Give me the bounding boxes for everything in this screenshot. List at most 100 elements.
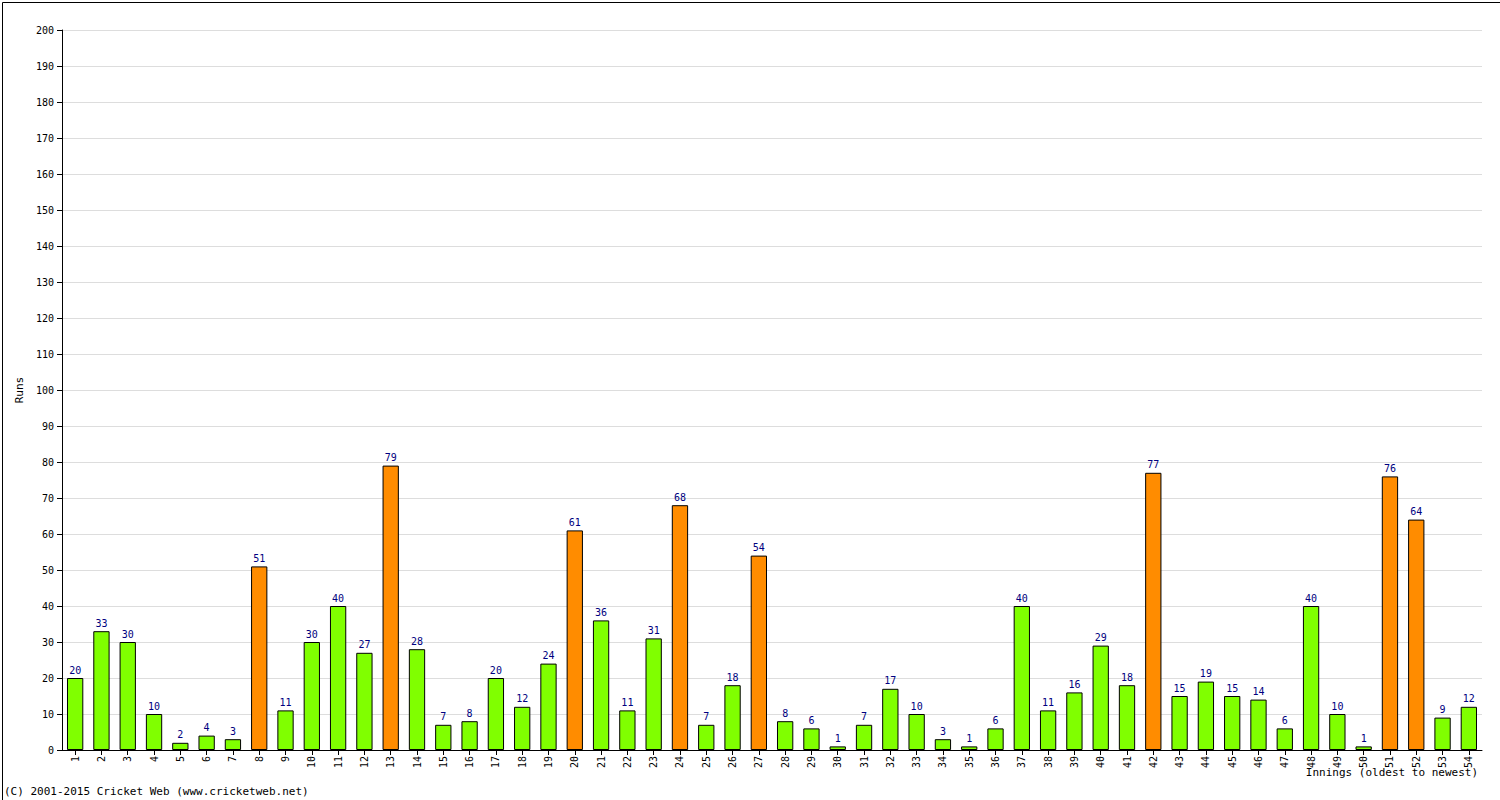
svg-text:27: 27 [358, 639, 370, 650]
svg-text:30: 30 [42, 637, 54, 648]
svg-text:70: 70 [42, 493, 54, 504]
svg-text:53: 53 [1437, 756, 1448, 768]
svg-text:110: 110 [36, 349, 54, 360]
svg-text:40: 40 [1305, 593, 1317, 604]
svg-text:32: 32 [885, 756, 896, 768]
svg-text:45: 45 [1227, 756, 1238, 768]
svg-text:12: 12 [359, 756, 370, 768]
svg-text:40: 40 [1095, 756, 1106, 768]
svg-text:6: 6 [808, 715, 814, 726]
svg-text:31: 31 [859, 756, 870, 768]
svg-text:30: 30 [122, 629, 134, 640]
svg-text:40: 40 [332, 593, 344, 604]
svg-text:36: 36 [990, 756, 1001, 768]
svg-text:36: 36 [595, 607, 607, 618]
svg-text:20: 20 [42, 673, 54, 684]
svg-text:150: 150 [36, 205, 54, 216]
svg-text:8: 8 [254, 756, 265, 762]
svg-text:35: 35 [964, 756, 975, 768]
svg-text:11: 11 [333, 756, 344, 768]
svg-text:100: 100 [36, 385, 54, 396]
svg-text:51: 51 [1384, 756, 1395, 768]
svg-text:48: 48 [1306, 756, 1317, 768]
svg-text:8: 8 [467, 708, 473, 719]
svg-text:7: 7 [703, 711, 709, 722]
svg-text:11: 11 [279, 697, 291, 708]
svg-text:20: 20 [490, 665, 502, 676]
svg-text:40: 40 [42, 601, 54, 612]
svg-text:10: 10 [148, 701, 160, 712]
svg-text:20: 20 [569, 756, 580, 768]
svg-text:15: 15 [1174, 683, 1186, 694]
svg-text:170: 170 [36, 133, 54, 144]
svg-text:10: 10 [306, 756, 317, 768]
svg-text:33: 33 [95, 618, 107, 629]
svg-text:16: 16 [464, 756, 475, 768]
svg-text:76: 76 [1384, 463, 1396, 474]
svg-text:14: 14 [412, 756, 423, 768]
svg-text:160: 160 [36, 169, 54, 180]
svg-text:18: 18 [1121, 672, 1133, 683]
svg-text:9: 9 [1440, 704, 1446, 715]
svg-text:39: 39 [1069, 756, 1080, 768]
svg-text:60: 60 [42, 529, 54, 540]
svg-text:41: 41 [1122, 756, 1133, 768]
svg-text:31: 31 [648, 625, 660, 636]
svg-text:14: 14 [1252, 686, 1264, 697]
svg-text:33: 33 [911, 756, 922, 768]
svg-text:(C) 2001-2015 Cricket Web (www: (C) 2001-2015 Cricket Web (www.cricketwe… [4, 785, 309, 798]
svg-text:9: 9 [280, 756, 291, 762]
svg-text:22: 22 [622, 756, 633, 768]
svg-text:61: 61 [569, 517, 581, 528]
svg-text:18: 18 [517, 756, 528, 768]
svg-text:46: 46 [1253, 756, 1264, 768]
svg-text:2: 2 [96, 756, 107, 762]
svg-text:7: 7 [440, 711, 446, 722]
svg-text:90: 90 [42, 421, 54, 432]
svg-text:6: 6 [201, 756, 212, 762]
svg-text:80: 80 [42, 457, 54, 468]
svg-text:190: 190 [36, 61, 54, 72]
svg-text:34: 34 [937, 756, 948, 768]
svg-text:5: 5 [175, 756, 186, 762]
svg-text:15: 15 [438, 756, 449, 768]
svg-text:52: 52 [1411, 756, 1422, 768]
svg-text:54: 54 [753, 542, 765, 553]
svg-text:28: 28 [411, 636, 423, 647]
svg-text:18: 18 [727, 672, 739, 683]
svg-text:28: 28 [780, 756, 791, 768]
svg-text:30: 30 [832, 756, 843, 768]
svg-text:37: 37 [1016, 756, 1027, 768]
svg-text:6: 6 [993, 715, 999, 726]
svg-text:4: 4 [149, 756, 160, 762]
svg-text:16: 16 [1068, 679, 1080, 690]
svg-text:180: 180 [36, 97, 54, 108]
svg-text:29: 29 [806, 756, 817, 768]
svg-text:44: 44 [1200, 756, 1211, 768]
svg-text:49: 49 [1332, 756, 1343, 768]
svg-text:68: 68 [674, 492, 686, 503]
svg-text:7: 7 [227, 756, 238, 762]
svg-text:24: 24 [542, 650, 554, 661]
svg-text:26: 26 [727, 756, 738, 768]
svg-text:43: 43 [1174, 756, 1185, 768]
svg-text:130: 130 [36, 277, 54, 288]
svg-text:11: 11 [621, 697, 633, 708]
svg-text:17: 17 [490, 756, 501, 768]
svg-text:54: 54 [1463, 756, 1474, 768]
svg-text:15: 15 [1226, 683, 1238, 694]
svg-text:10: 10 [1331, 701, 1343, 712]
svg-text:12: 12 [516, 693, 528, 704]
svg-text:10: 10 [911, 701, 923, 712]
svg-text:13: 13 [385, 756, 396, 768]
svg-text:1: 1 [966, 733, 972, 744]
svg-text:40: 40 [1016, 593, 1028, 604]
svg-text:30: 30 [306, 629, 318, 640]
svg-text:50: 50 [42, 565, 54, 576]
svg-text:1: 1 [1361, 733, 1367, 744]
svg-text:38: 38 [1043, 756, 1054, 768]
svg-text:24: 24 [674, 756, 685, 768]
svg-text:140: 140 [36, 241, 54, 252]
svg-text:Runs: Runs [13, 377, 26, 404]
svg-text:20: 20 [69, 665, 81, 676]
